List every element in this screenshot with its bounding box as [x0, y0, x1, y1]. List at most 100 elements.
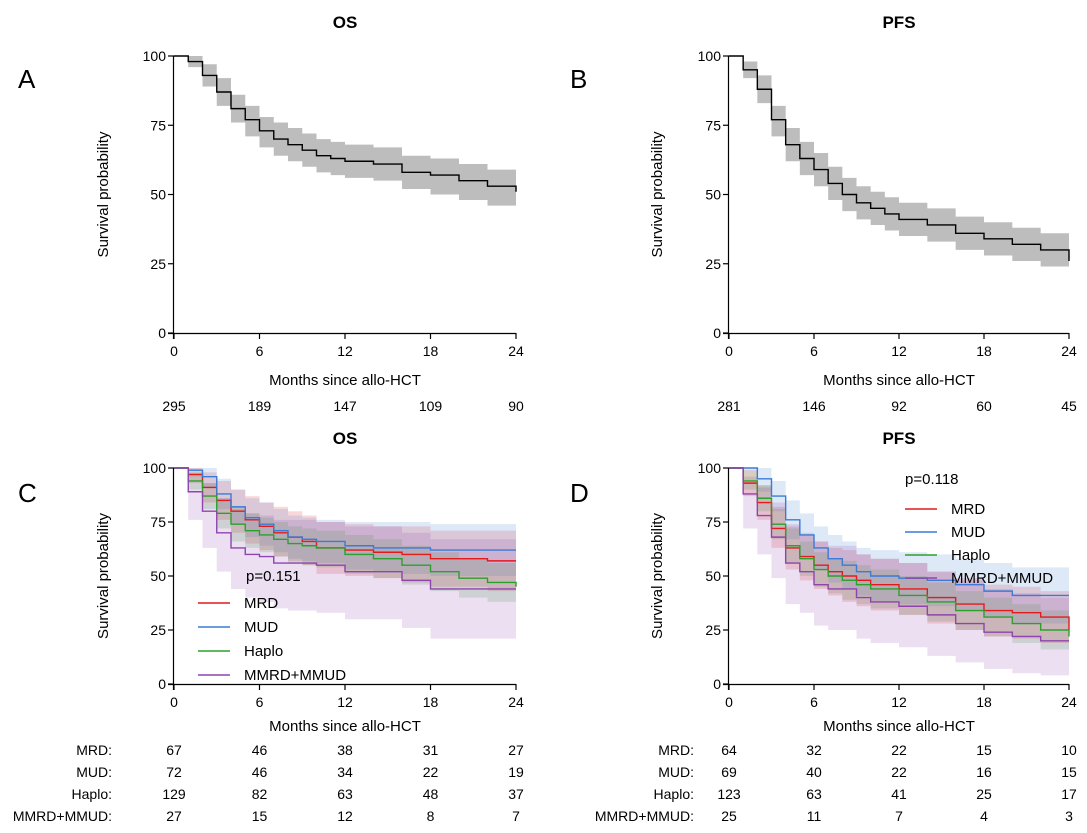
- x-tick-label: 0: [725, 694, 733, 710]
- number-at-risk-table: 295 189 147 109 90: [162, 398, 524, 414]
- risk-value: 27: [508, 742, 524, 758]
- panel-letter: A: [18, 64, 36, 94]
- y-tick-label: 75: [705, 514, 721, 530]
- x-tick-label: 24: [1061, 343, 1077, 359]
- y-tick-label: 50: [705, 568, 721, 584]
- survival-curve-mmrd-mmud: [174, 467, 516, 590]
- risk-value: 3: [1065, 808, 1073, 824]
- risk-value: 90: [508, 398, 524, 414]
- panel-title: OS: [333, 13, 358, 32]
- x-tick-label: 0: [170, 694, 178, 710]
- risk-value: 12: [337, 808, 353, 824]
- panel-title: PFS: [882, 13, 915, 32]
- x-tick-label: 12: [891, 694, 907, 710]
- risk-row-label: Haplo:: [72, 786, 112, 802]
- y-tick-label: 25: [150, 622, 166, 638]
- axes: 0 25 50 75 100 0 6 12 18 24: [698, 48, 1077, 359]
- risk-value: 41: [891, 786, 907, 802]
- confidence-bands: [174, 56, 516, 209]
- risk-value: 64: [721, 742, 737, 758]
- x-axis-label: Months since allo-HCT: [823, 718, 975, 735]
- survival-curve-mud: [729, 467, 1069, 597]
- x-axis-label: Months since allo-HCT: [269, 372, 421, 389]
- risk-row-label: MRD:: [76, 742, 112, 758]
- x-tick-label: 24: [508, 694, 524, 710]
- survival-curve: [174, 55, 517, 192]
- risk-value: 15: [976, 742, 992, 758]
- axes: 0 25 50 75 100 0 6 12 18 24: [143, 460, 524, 710]
- y-axis-label: Survival probability: [95, 513, 112, 639]
- risk-row-label: MMRD+MMUD:: [595, 808, 694, 824]
- ci-band-mrd: [174, 468, 516, 592]
- legend-label: MUD: [951, 524, 985, 541]
- survival-curves: [174, 55, 517, 192]
- risk-value: 11: [807, 808, 822, 824]
- x-tick-label: 24: [508, 343, 524, 359]
- risk-value: 15: [252, 808, 268, 824]
- survival-curve-haplo: [174, 467, 517, 587]
- x-tick-label: 12: [337, 343, 353, 359]
- x-tick-label: 12: [891, 343, 907, 359]
- x-axis-label: Months since allo-HCT: [823, 372, 975, 389]
- risk-value: 82: [252, 786, 268, 802]
- risk-row-label: MUD:: [658, 764, 694, 780]
- x-tick-label: 18: [976, 694, 992, 710]
- y-tick-label: 50: [150, 568, 166, 584]
- panel-b: PFS B Survival probability 0 25 50 75 100 0 6 12 18…: [570, 13, 1077, 414]
- risk-value: 7: [895, 808, 903, 824]
- risk-value: 147: [333, 398, 357, 414]
- panel-letter: B: [570, 64, 587, 94]
- risk-value: 45: [1061, 398, 1077, 414]
- y-tick-label: 0: [158, 676, 166, 692]
- risk-value: 7: [512, 808, 520, 824]
- risk-value: 60: [976, 398, 992, 414]
- risk-value: 69: [721, 764, 737, 780]
- risk-value: 8: [427, 808, 435, 824]
- legend-label: MRD: [244, 595, 278, 612]
- ci-band-haplo: [174, 468, 516, 609]
- risk-row-label: MRD:: [658, 742, 694, 758]
- risk-value: 109: [419, 398, 443, 414]
- risk-value: 48: [423, 786, 439, 802]
- risk-value: 123: [717, 786, 741, 802]
- risk-value: 63: [337, 786, 353, 802]
- panel-letter: C: [18, 478, 37, 508]
- y-tick-label: 50: [705, 187, 721, 203]
- y-tick-label: 75: [705, 117, 721, 133]
- x-tick-label: 18: [423, 694, 439, 710]
- survival-curves: [174, 467, 517, 590]
- risk-value: 129: [162, 786, 186, 802]
- x-tick-label: 0: [170, 343, 178, 359]
- x-tick-label: 6: [256, 694, 264, 710]
- x-tick-label: 6: [810, 343, 818, 359]
- risk-value: 38: [337, 742, 353, 758]
- ci-band: [174, 56, 516, 209]
- risk-value: 46: [252, 742, 268, 758]
- risk-row-label: MMRD+MMUD:: [13, 808, 112, 824]
- survival-curve: [729, 55, 1070, 261]
- legend-label: Haplo: [951, 547, 990, 564]
- panel-c: OS C Survival probability 0 25 50 75 100 0 6 12 18 2…: [13, 429, 524, 824]
- risk-value: 146: [802, 398, 826, 414]
- risk-value: 25: [976, 786, 992, 802]
- ci-band: [729, 56, 1069, 275]
- risk-value: 281: [717, 398, 741, 414]
- risk-value: 46: [252, 764, 268, 780]
- risk-value: 19: [508, 764, 524, 780]
- y-tick-label: 50: [150, 187, 166, 203]
- risk-value: 17: [1061, 786, 1077, 802]
- x-tick-label: 6: [810, 694, 818, 710]
- survival-curves: [729, 467, 1070, 642]
- legend-label: MRD: [951, 501, 985, 518]
- risk-value: 16: [976, 764, 992, 780]
- risk-value: 34: [337, 764, 353, 780]
- panel-title: PFS: [882, 429, 915, 448]
- risk-value: 15: [1061, 764, 1077, 780]
- survival-curve-mud: [174, 467, 516, 551]
- x-tick-label: 24: [1061, 694, 1077, 710]
- x-tick-label: 0: [725, 343, 733, 359]
- x-tick-label: 12: [337, 694, 353, 710]
- risk-value: 37: [508, 786, 524, 802]
- y-tick-label: 100: [698, 48, 722, 64]
- y-tick-label: 100: [143, 460, 167, 476]
